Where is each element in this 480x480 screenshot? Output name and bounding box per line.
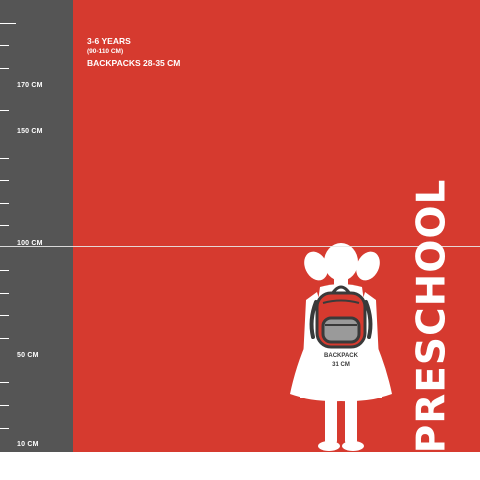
ruler-tick — [0, 158, 9, 159]
ruler-label-100: 100 CM — [17, 240, 43, 247]
ruler-tick — [0, 180, 9, 181]
height-range-text: (90-110 CM) — [87, 48, 124, 55]
height-reference-line — [0, 246, 480, 247]
backpack-size-text: BACKPACKS 28-35 CM — [87, 58, 181, 68]
backpack-icon — [309, 285, 373, 349]
ruler-tick — [0, 293, 9, 294]
ruler-label-170: 170 CM — [17, 82, 43, 89]
ruler-tick — [0, 405, 9, 406]
ruler-tick — [0, 225, 9, 226]
ruler-tick — [0, 23, 16, 24]
ruler-tick — [0, 428, 9, 429]
category-panel — [73, 0, 480, 452]
ruler-label-10: 10 CM — [17, 441, 39, 448]
height-ruler: 170 CM 150 CM 100 CM 50 CM 10 CM — [0, 0, 73, 452]
backpack-size-label: 31 CM — [332, 362, 350, 368]
ruler-tick — [0, 45, 9, 46]
category-title: PRESCHOOL — [409, 178, 455, 454]
ruler-label-150: 150 CM — [17, 128, 43, 135]
ruler-tick — [0, 270, 9, 271]
age-range-text: 3-6 YEARS — [87, 36, 131, 46]
ruler-tick — [0, 338, 9, 339]
ruler-tick — [0, 68, 9, 69]
backpack-label: BACKPACK — [324, 353, 358, 359]
ruler-tick — [0, 203, 9, 204]
ruler-tick — [0, 315, 9, 316]
ruler-label-50: 50 CM — [17, 352, 39, 359]
ruler-tick — [0, 382, 9, 383]
ruler-tick — [0, 110, 9, 111]
